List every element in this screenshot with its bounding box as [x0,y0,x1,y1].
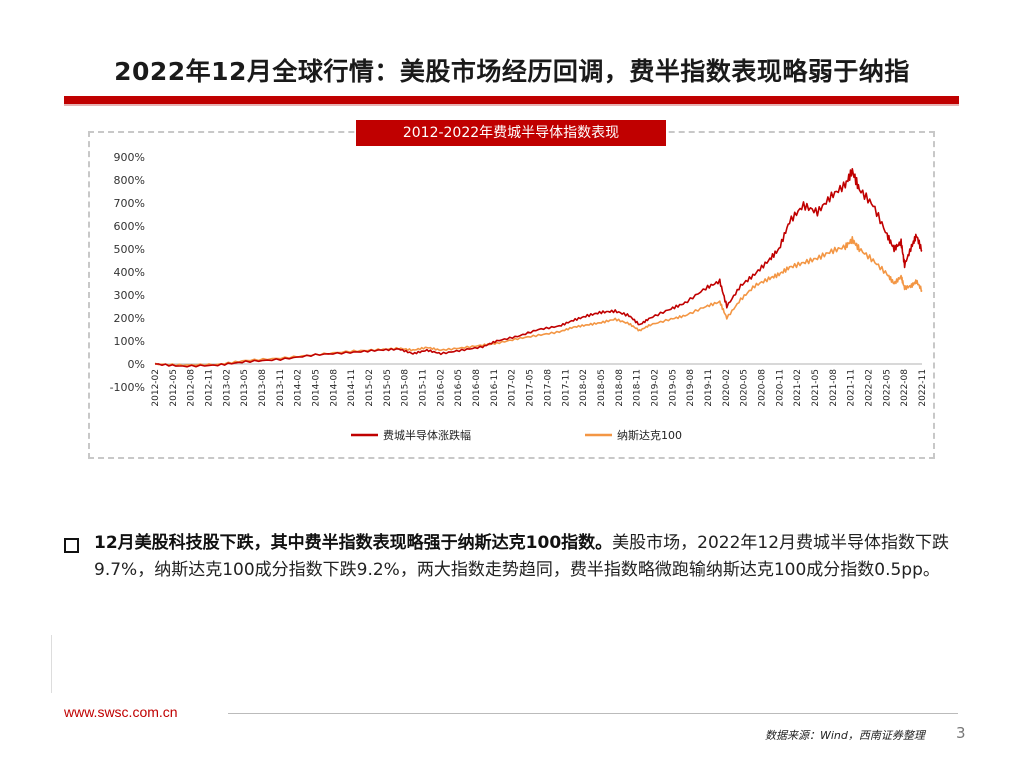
x-tick-label: 2022-02 [864,369,874,407]
y-tick-label: 800% [114,174,145,187]
x-tick-label: 2014-05 [312,369,322,407]
x-tick-label: 2016-11 [490,369,500,407]
y-tick-label: 200% [114,312,145,325]
x-tick-label: 2019-02 [650,369,660,407]
x-tick-label: 2018-05 [597,369,607,407]
y-tick-label: 400% [114,266,145,279]
series-line-nasdaq [154,236,923,367]
x-tick-label: 2016-08 [472,369,482,407]
x-tick-label: 2019-05 [668,369,678,407]
x-tick-label: 2012-11 [205,369,215,407]
legend-label-nasdaq: 纳斯达克100 [617,429,682,442]
x-tick-label: 2019-08 [686,369,696,407]
x-tick-label: 2017-11 [561,369,571,407]
x-tick-label: 2015-02 [365,369,375,407]
x-tick-label: 2020-05 [740,369,750,407]
y-tick-label: -100% [110,381,145,394]
x-tick-label: 2014-11 [347,369,357,407]
x-axis: 2012-02 2012-05 2012-08 2012-11 2013-02 2013-… [151,369,928,407]
x-tick-label: 2022-05 [882,369,892,407]
x-tick-label: 2022-11 [918,369,928,407]
x-tick-label: 2013-05 [240,369,250,407]
y-tick-label: 600% [114,220,145,233]
y-tick-label: 700% [114,197,145,210]
x-tick-label: 2018-08 [615,369,625,407]
legend: 费城半导体涨跌幅 纳斯达克100 [351,428,682,442]
series-group [154,168,923,368]
x-tick-label: 2012-08 [187,369,197,407]
x-tick-label: 2012-05 [169,369,179,407]
x-tick-label: 2020-08 [757,369,767,407]
chart-title: 2012-2022年费城半导体指数表现 [356,120,666,146]
x-tick-label: 2021-11 [847,369,857,407]
x-tick-label: 2021-02 [793,369,803,407]
y-tick-label: 300% [114,289,145,302]
title-underline [64,96,959,104]
legend-label-semiconductor: 费城半导体涨跌幅 [383,428,471,442]
x-tick-label: 2013-08 [258,369,268,407]
y-tick-label: 100% [114,335,145,348]
bullet-square-icon [64,538,79,553]
title-underline-shadow [64,104,959,106]
x-tick-label: 2020-02 [722,369,732,407]
x-tick-label: 2021-08 [829,369,839,407]
y-tick-label: 0% [128,358,145,371]
x-tick-label: 2015-05 [383,369,393,407]
x-tick-label: 2016-02 [436,369,446,407]
bullet-body-text: 美股市场，2022年12月费城半导体指数下跌9.7%，纳斯达克100成分指数下跌… [94,533,950,580]
y-tick-label: 500% [114,243,145,256]
y-tick-label: 900% [114,151,145,164]
footer-divider [228,713,958,714]
page-number: 3 [956,724,966,742]
x-tick-label: 2020-11 [775,369,785,407]
x-tick-label: 2022-08 [900,369,910,407]
x-tick-label: 2017-02 [508,369,518,407]
bullet-bold-text: 12月美股科技股下跌，其中费半指数表现略强于纳斯达克100指数。 [94,533,613,553]
x-tick-label: 2015-11 [419,369,429,407]
x-tick-label: 2018-11 [633,369,643,407]
footer-source: 数据来源：Wind，西南证券整理 [765,729,925,742]
x-tick-label: 2015-08 [401,369,411,407]
footer-url-link[interactable]: www.swsc.com.cn [64,704,178,720]
page-title: 2022年12月全球行情：美股市场经历回调，费半指数表现略弱于纳指 [114,57,910,86]
left-divider [51,635,52,693]
y-axis: 900% 800% 700% 600% 500% 400% 300% 200% 100% 0% -1… [110,151,922,394]
x-tick-label: 2013-02 [222,369,232,407]
x-tick-label: 2014-02 [294,369,304,407]
x-tick-label: 2016-05 [454,369,464,407]
x-tick-label: 2021-05 [811,369,821,407]
x-tick-label: 2014-08 [329,369,339,407]
x-tick-label: 2017-08 [543,369,553,407]
x-tick-label: 2017-05 [526,369,536,407]
bullet-text: 12月美股科技股下跌，其中费半指数表现略强于纳斯达克100指数。美股市场，202… [94,530,964,584]
x-tick-label: 2013-11 [276,369,286,407]
series-line-semiconductor [154,168,923,368]
x-tick-label: 2018-02 [579,369,589,407]
x-tick-label: 2012-02 [151,369,161,407]
x-tick-label: 2019-11 [704,369,714,407]
